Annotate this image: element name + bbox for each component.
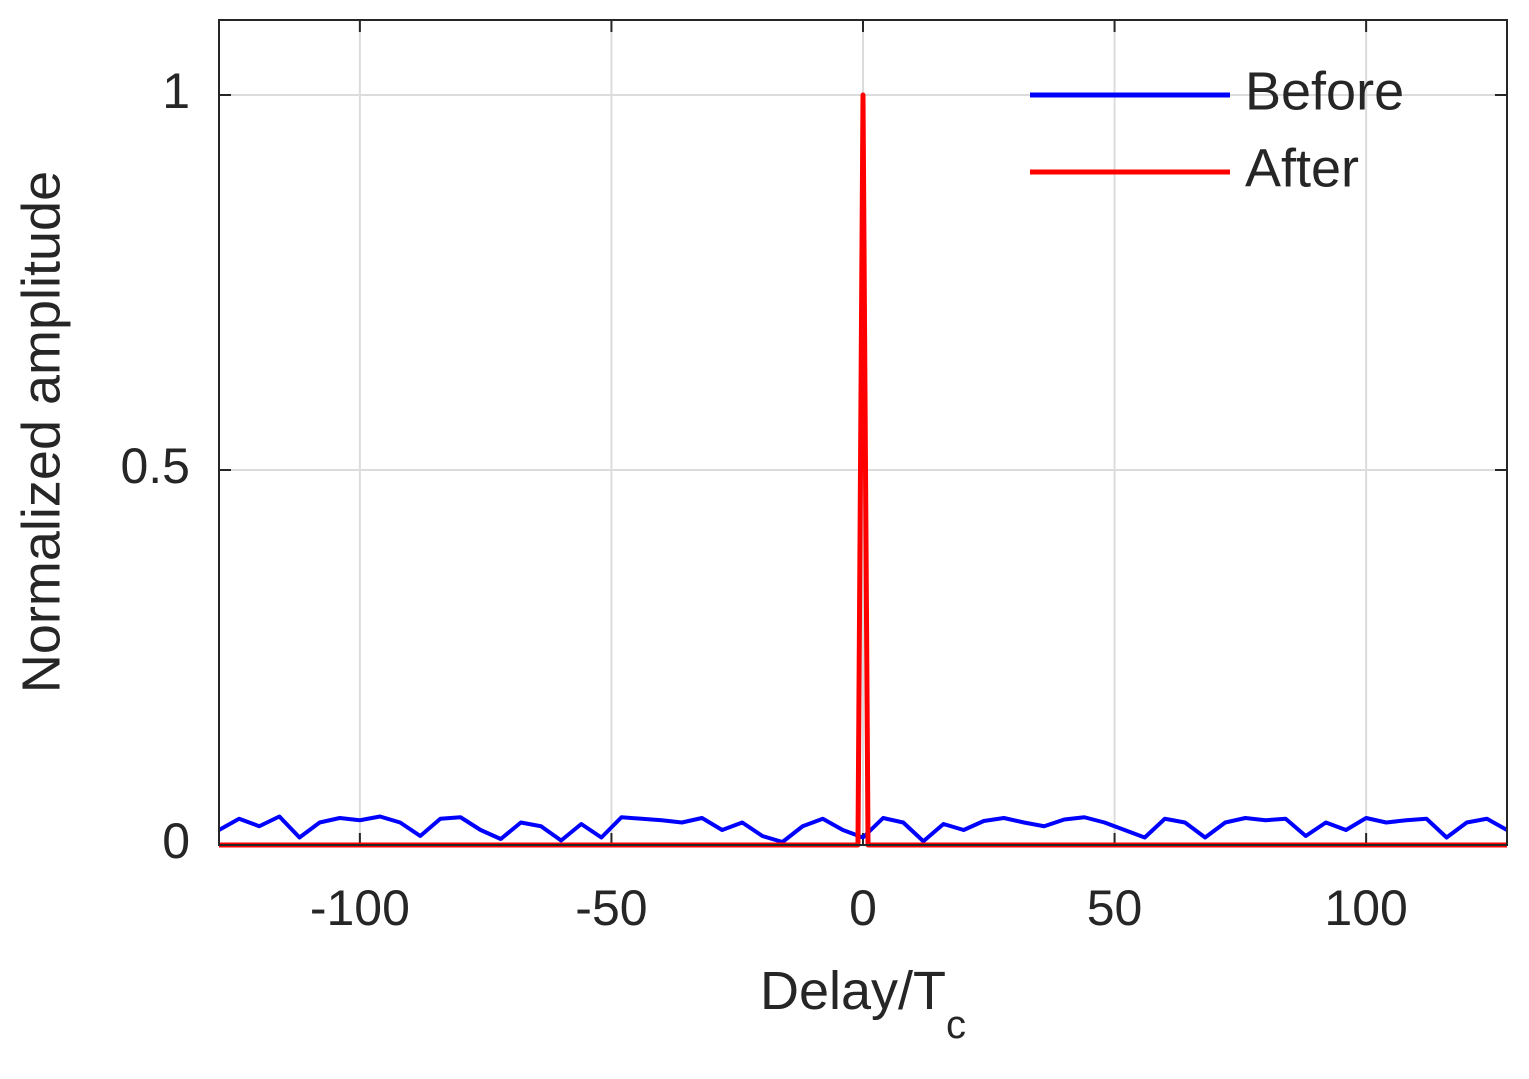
x-tick-label: 0 — [849, 880, 877, 936]
y-tick-label: 0 — [162, 813, 190, 869]
x-tick-label: 100 — [1324, 880, 1407, 936]
legend-label: After — [1245, 138, 1359, 198]
plot-frame — [218, 19, 1508, 846]
y-tick-label: 0.5 — [120, 438, 190, 494]
x-axis-label-sub: c — [946, 1003, 966, 1047]
x-tick-label: -50 — [575, 880, 647, 936]
x-axis-label-text: Delay/T — [760, 961, 946, 1021]
legend-label: Before — [1245, 61, 1404, 121]
x-axis-label: Delay/Tc — [760, 961, 966, 1046]
x-tick-label: -100 — [310, 880, 410, 936]
series-line — [218, 814, 1508, 844]
y-axis-label: Normalized amplitude — [11, 171, 71, 693]
y-tick-label: 1 — [162, 63, 190, 119]
x-tick-label: 50 — [1087, 880, 1143, 936]
